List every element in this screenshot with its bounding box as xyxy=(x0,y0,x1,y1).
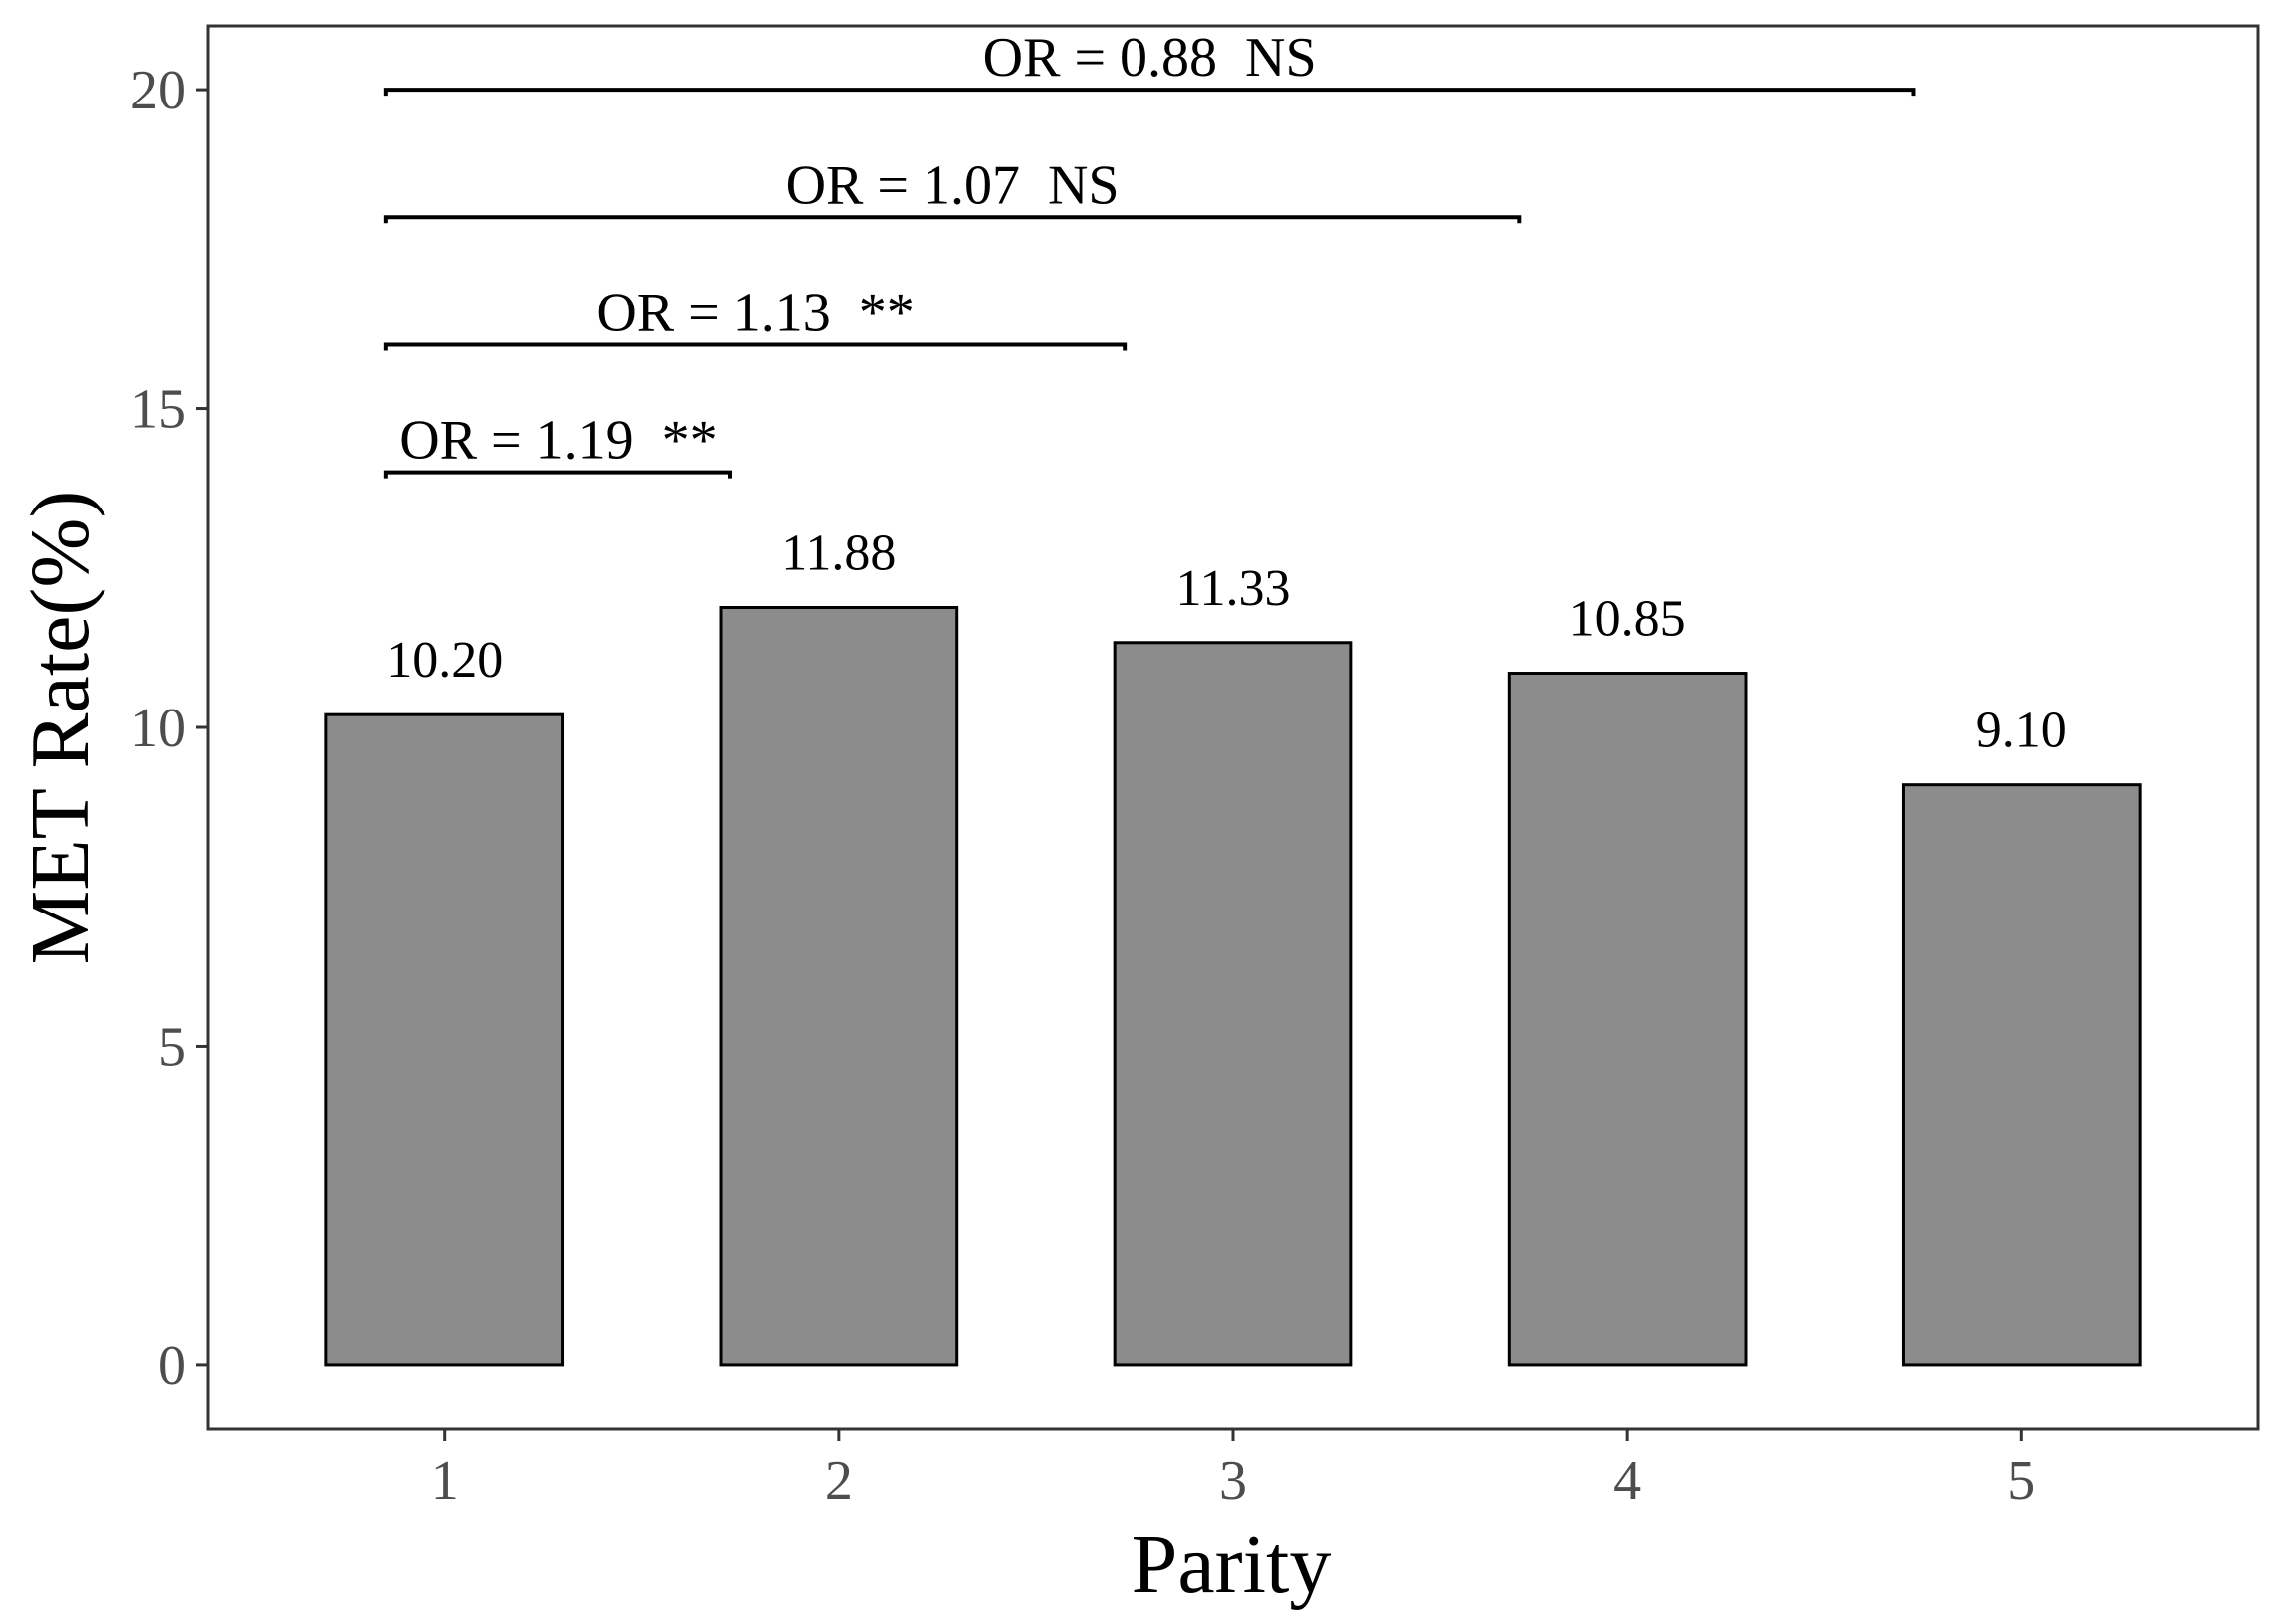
y-axis: 0 5 10 15 20 xyxy=(130,60,208,1397)
comparison-label: OR = 1.13 ** xyxy=(596,282,914,343)
bar xyxy=(1507,672,1748,1367)
bar xyxy=(1113,641,1353,1367)
y-axis-title: MET Rate(%) xyxy=(14,491,106,965)
comparison-brackets: OR = 1.19 ** OR = 1.13 ** OR = 1.07 NS OR =… xyxy=(383,27,1916,479)
bar xyxy=(1901,783,2142,1367)
comparison-label: OR = 0.88 NS xyxy=(983,27,1317,89)
bar-value-label: 10.85 xyxy=(1569,591,1686,648)
bar xyxy=(719,606,959,1367)
x-axis-title: Parity xyxy=(1132,1519,1332,1611)
comparison-bracket xyxy=(383,215,1522,224)
x-tick-label: 1 xyxy=(431,1450,459,1512)
bar-value-label: 11.88 xyxy=(781,525,896,582)
comparison-bracket xyxy=(383,88,1916,97)
comparison-bracket xyxy=(383,470,732,479)
x-tick-label: 5 xyxy=(2007,1450,2035,1512)
bar-value-label: 9.10 xyxy=(1976,703,2067,759)
bar-value-label: 10.20 xyxy=(386,632,503,689)
x-tick-label: 4 xyxy=(1613,1450,1641,1512)
bar-value-label: 11.33 xyxy=(1175,560,1290,617)
y-tick-label: 0 xyxy=(158,1335,186,1397)
x-tick-label: 2 xyxy=(825,1450,853,1512)
comparison-label: OR = 1.07 NS xyxy=(786,154,1120,216)
bar xyxy=(324,712,565,1367)
comparison-label: OR = 1.19 ** xyxy=(399,410,717,472)
y-tick-label: 15 xyxy=(130,379,186,441)
x-tick-label: 3 xyxy=(1219,1450,1247,1512)
y-tick-label: 20 xyxy=(130,60,186,121)
y-tick-label: 10 xyxy=(130,698,186,759)
bar-value-labels: 10.20 11.88 11.33 10.85 9.10 xyxy=(386,525,2067,759)
bars xyxy=(324,606,2142,1367)
y-tick-label: 5 xyxy=(158,1016,186,1078)
x-axis: 1 2 3 4 5 xyxy=(431,1429,2035,1512)
comparison-bracket xyxy=(383,342,1128,351)
